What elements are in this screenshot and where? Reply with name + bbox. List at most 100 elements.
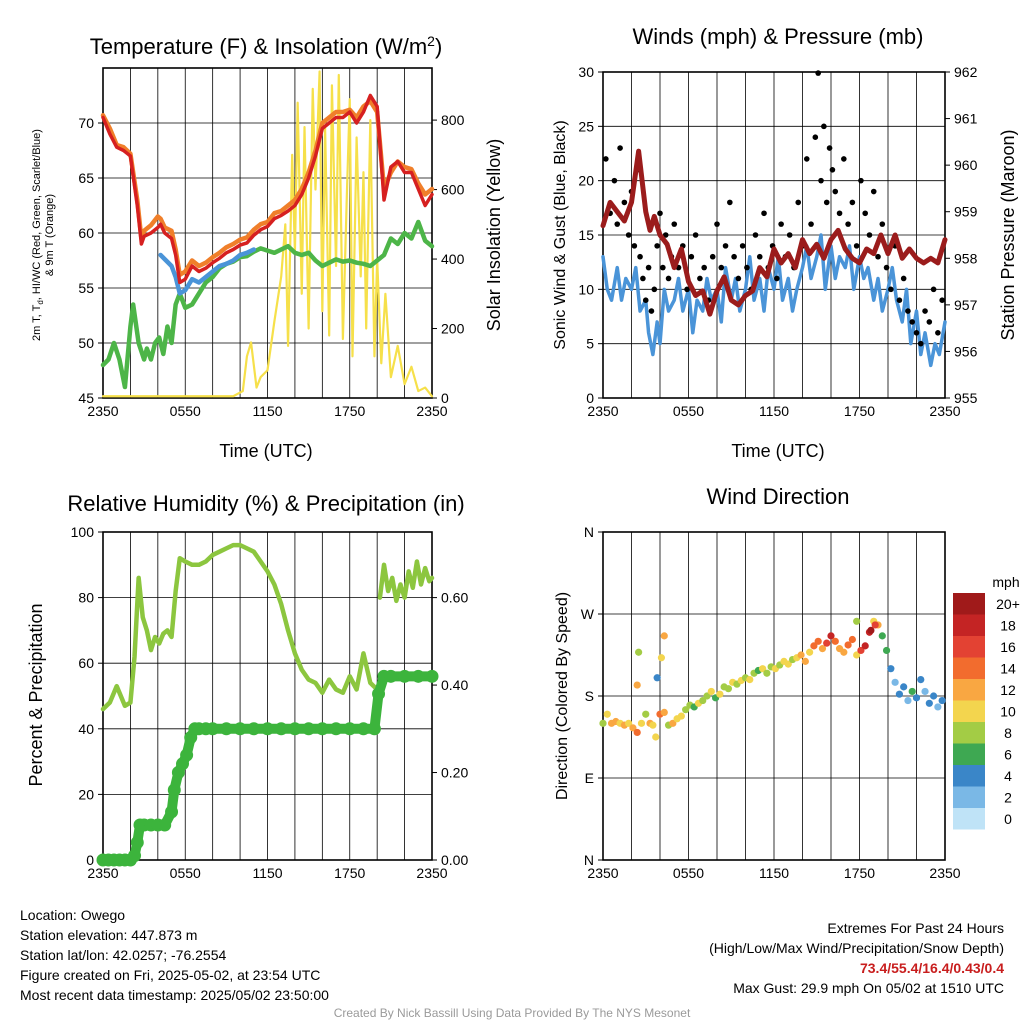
extremes-subtitle: (High/Low/Max Wind/Precipitation/Snow De… [709, 940, 1004, 956]
wind-direction-point [746, 676, 754, 684]
y2-tick-label: 962 [954, 64, 978, 80]
y2-tick-label: 956 [954, 343, 978, 359]
heat-index-wind-chill-line [158, 247, 257, 296]
gust-point [648, 308, 655, 314]
precipitation-point [167, 783, 181, 797]
x-tick-label: 2350 [587, 865, 618, 881]
speed-legend-title: mph [992, 574, 1019, 590]
wind-direction-point [891, 678, 899, 686]
gust-point [815, 70, 821, 76]
wind-direction-point [934, 703, 942, 711]
precipitation-point [367, 722, 381, 736]
wind-y-axis-label: Sonic Wind & Gust (Blue, Black) [552, 120, 569, 349]
gust-point [849, 199, 856, 206]
wind-direction-point [669, 719, 677, 727]
y2-tick-label: 600 [441, 182, 465, 198]
legend-label: 18 [1000, 617, 1016, 633]
dewpoint-line [100, 219, 435, 390]
y2-tick-label: 200 [441, 321, 465, 337]
precipitation-point [206, 722, 220, 736]
gust-point [900, 275, 907, 282]
station-latlon: Station lat/lon: 42.0257; -76.2554 [20, 947, 227, 963]
sonic-wind-line [601, 233, 947, 368]
y-tick-label: 0 [86, 852, 94, 868]
wind-direction-point [823, 639, 831, 647]
y-tick-label: 20 [578, 173, 594, 189]
y-tick-label: 60 [78, 655, 94, 671]
precipitation-point [247, 722, 261, 736]
y2-tick-label: 400 [441, 251, 465, 267]
wind-direction-point [682, 706, 690, 714]
y-tick-label: 80 [78, 590, 94, 606]
wind-direction-point [810, 642, 818, 650]
gust-point [645, 264, 652, 271]
y2-tick-label: 0.40 [441, 677, 468, 693]
gust-point [935, 330, 941, 336]
y-tick-label: 5 [586, 336, 594, 352]
x-tick-label: 1150 [759, 865, 789, 881]
gust-point [660, 264, 666, 271]
y2-tick-label: 961 [954, 111, 978, 127]
legend-label: 6 [1004, 746, 1012, 762]
gust-point [905, 308, 911, 314]
x-tick-label: 2350 [929, 865, 960, 881]
wind-direction-point [653, 674, 661, 682]
legend-swatch [953, 743, 985, 765]
gust-point [654, 243, 660, 249]
x-tick-label: 2350 [87, 403, 118, 419]
precipitation-point [128, 849, 142, 863]
gust-point [883, 264, 890, 271]
y2-tick-label: 0.00 [441, 852, 468, 868]
figure-created: Figure created on Fri, 2025-05-02, at 23… [20, 967, 321, 983]
y2-tick-label: 955 [954, 390, 978, 406]
precipitation-point [130, 836, 144, 850]
x-tick-label: 1150 [759, 403, 789, 419]
precipitation-point [180, 748, 194, 762]
wind-direction-point [887, 665, 895, 673]
wind-direction-point [759, 665, 767, 673]
precipitation-point [384, 669, 398, 683]
gust-point [651, 286, 658, 293]
wind-direction-point [635, 648, 643, 656]
wind-direction-point [848, 635, 856, 644]
x-tick-label: 2350 [87, 865, 118, 881]
wind-direction-point [867, 626, 875, 635]
precipitation-point [343, 722, 357, 736]
y-tick-label: 100 [71, 524, 95, 540]
legend-label: 14 [1000, 660, 1016, 676]
x-tick-label: 2350 [416, 403, 447, 419]
wind-direction-point [818, 645, 827, 653]
extremes-summary: Extremes For Past 24 Hours (High/Low/Max… [709, 918, 1004, 998]
legend-label: 20+ [996, 596, 1020, 612]
x-tick-label: 0550 [170, 403, 201, 419]
precipitation-point [158, 818, 172, 832]
gust-point [930, 286, 937, 293]
y-tick-label: 10 [578, 281, 594, 297]
x-tick-label: 1750 [844, 403, 875, 419]
gust-point [637, 253, 643, 260]
gust-point [752, 232, 759, 238]
legend-swatch [953, 765, 985, 787]
wind-direction-point [724, 685, 733, 693]
gust-point [731, 253, 737, 260]
precipitation-point [411, 669, 425, 683]
credit-line: Created By Nick Bassill Using Data Provi… [333, 1006, 691, 1020]
wind-direction-point [831, 637, 839, 645]
legend-label: 16 [1000, 639, 1016, 655]
humidity-panel: Relative Humidity (%) & Precipitation (i… [26, 491, 468, 881]
x-tick-label: 1750 [844, 865, 875, 881]
y-tick-label: N [584, 524, 594, 540]
gust-point [939, 297, 945, 304]
gust-point [701, 264, 707, 271]
wind-direction-point [917, 676, 925, 684]
wind-direction-point [878, 632, 886, 640]
winds-panel-title: Winds (mph) & Pressure (mb) [633, 24, 924, 49]
wind-direction-point [921, 687, 929, 696]
wind-direction-point [677, 712, 685, 720]
wind-direction-point [716, 690, 724, 698]
wind-direction-point [599, 719, 607, 727]
plot-frame [602, 71, 946, 399]
wind-direction-point [629, 724, 637, 732]
gust-point [774, 275, 780, 282]
station-elevation: Station elevation: 447.873 m [20, 927, 198, 943]
